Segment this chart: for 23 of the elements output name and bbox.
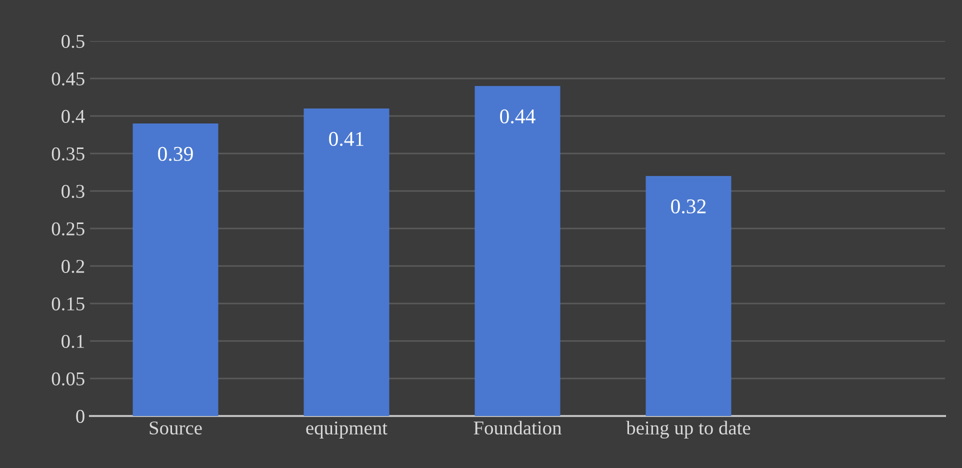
y-tick-label: 0.2 bbox=[62, 260, 84, 274]
data-label: 0.39 bbox=[158, 146, 193, 162]
x-tick-label: Source bbox=[150, 421, 202, 435]
y-tick-label: 0.15 bbox=[52, 297, 84, 311]
y-tick-label: 0.25 bbox=[52, 222, 84, 236]
x-tick-label: Foundation bbox=[474, 420, 562, 435]
bar bbox=[132, 124, 218, 416]
data-label: 0.32 bbox=[671, 199, 706, 214]
data-label: 0.44 bbox=[500, 109, 536, 124]
x-tick-label: equipment bbox=[306, 421, 388, 438]
y-tick-label: 0.3 bbox=[62, 184, 84, 198]
x-tick-label: being up to date bbox=[626, 420, 750, 439]
y-tick-label: 0.5 bbox=[62, 34, 84, 48]
bar bbox=[474, 86, 560, 416]
y-tick-label: 0 bbox=[76, 410, 84, 423]
y-tick-label: 0.45 bbox=[52, 72, 84, 86]
y-tick-label: 0.05 bbox=[52, 372, 84, 386]
bar bbox=[646, 176, 732, 416]
data-label: 0.41 bbox=[329, 132, 364, 146]
y-tick-label: 0.4 bbox=[62, 110, 85, 124]
y-tick-label: 0.35 bbox=[52, 147, 84, 161]
bar bbox=[304, 108, 390, 416]
y-tick-label: 0.1 bbox=[62, 334, 84, 348]
